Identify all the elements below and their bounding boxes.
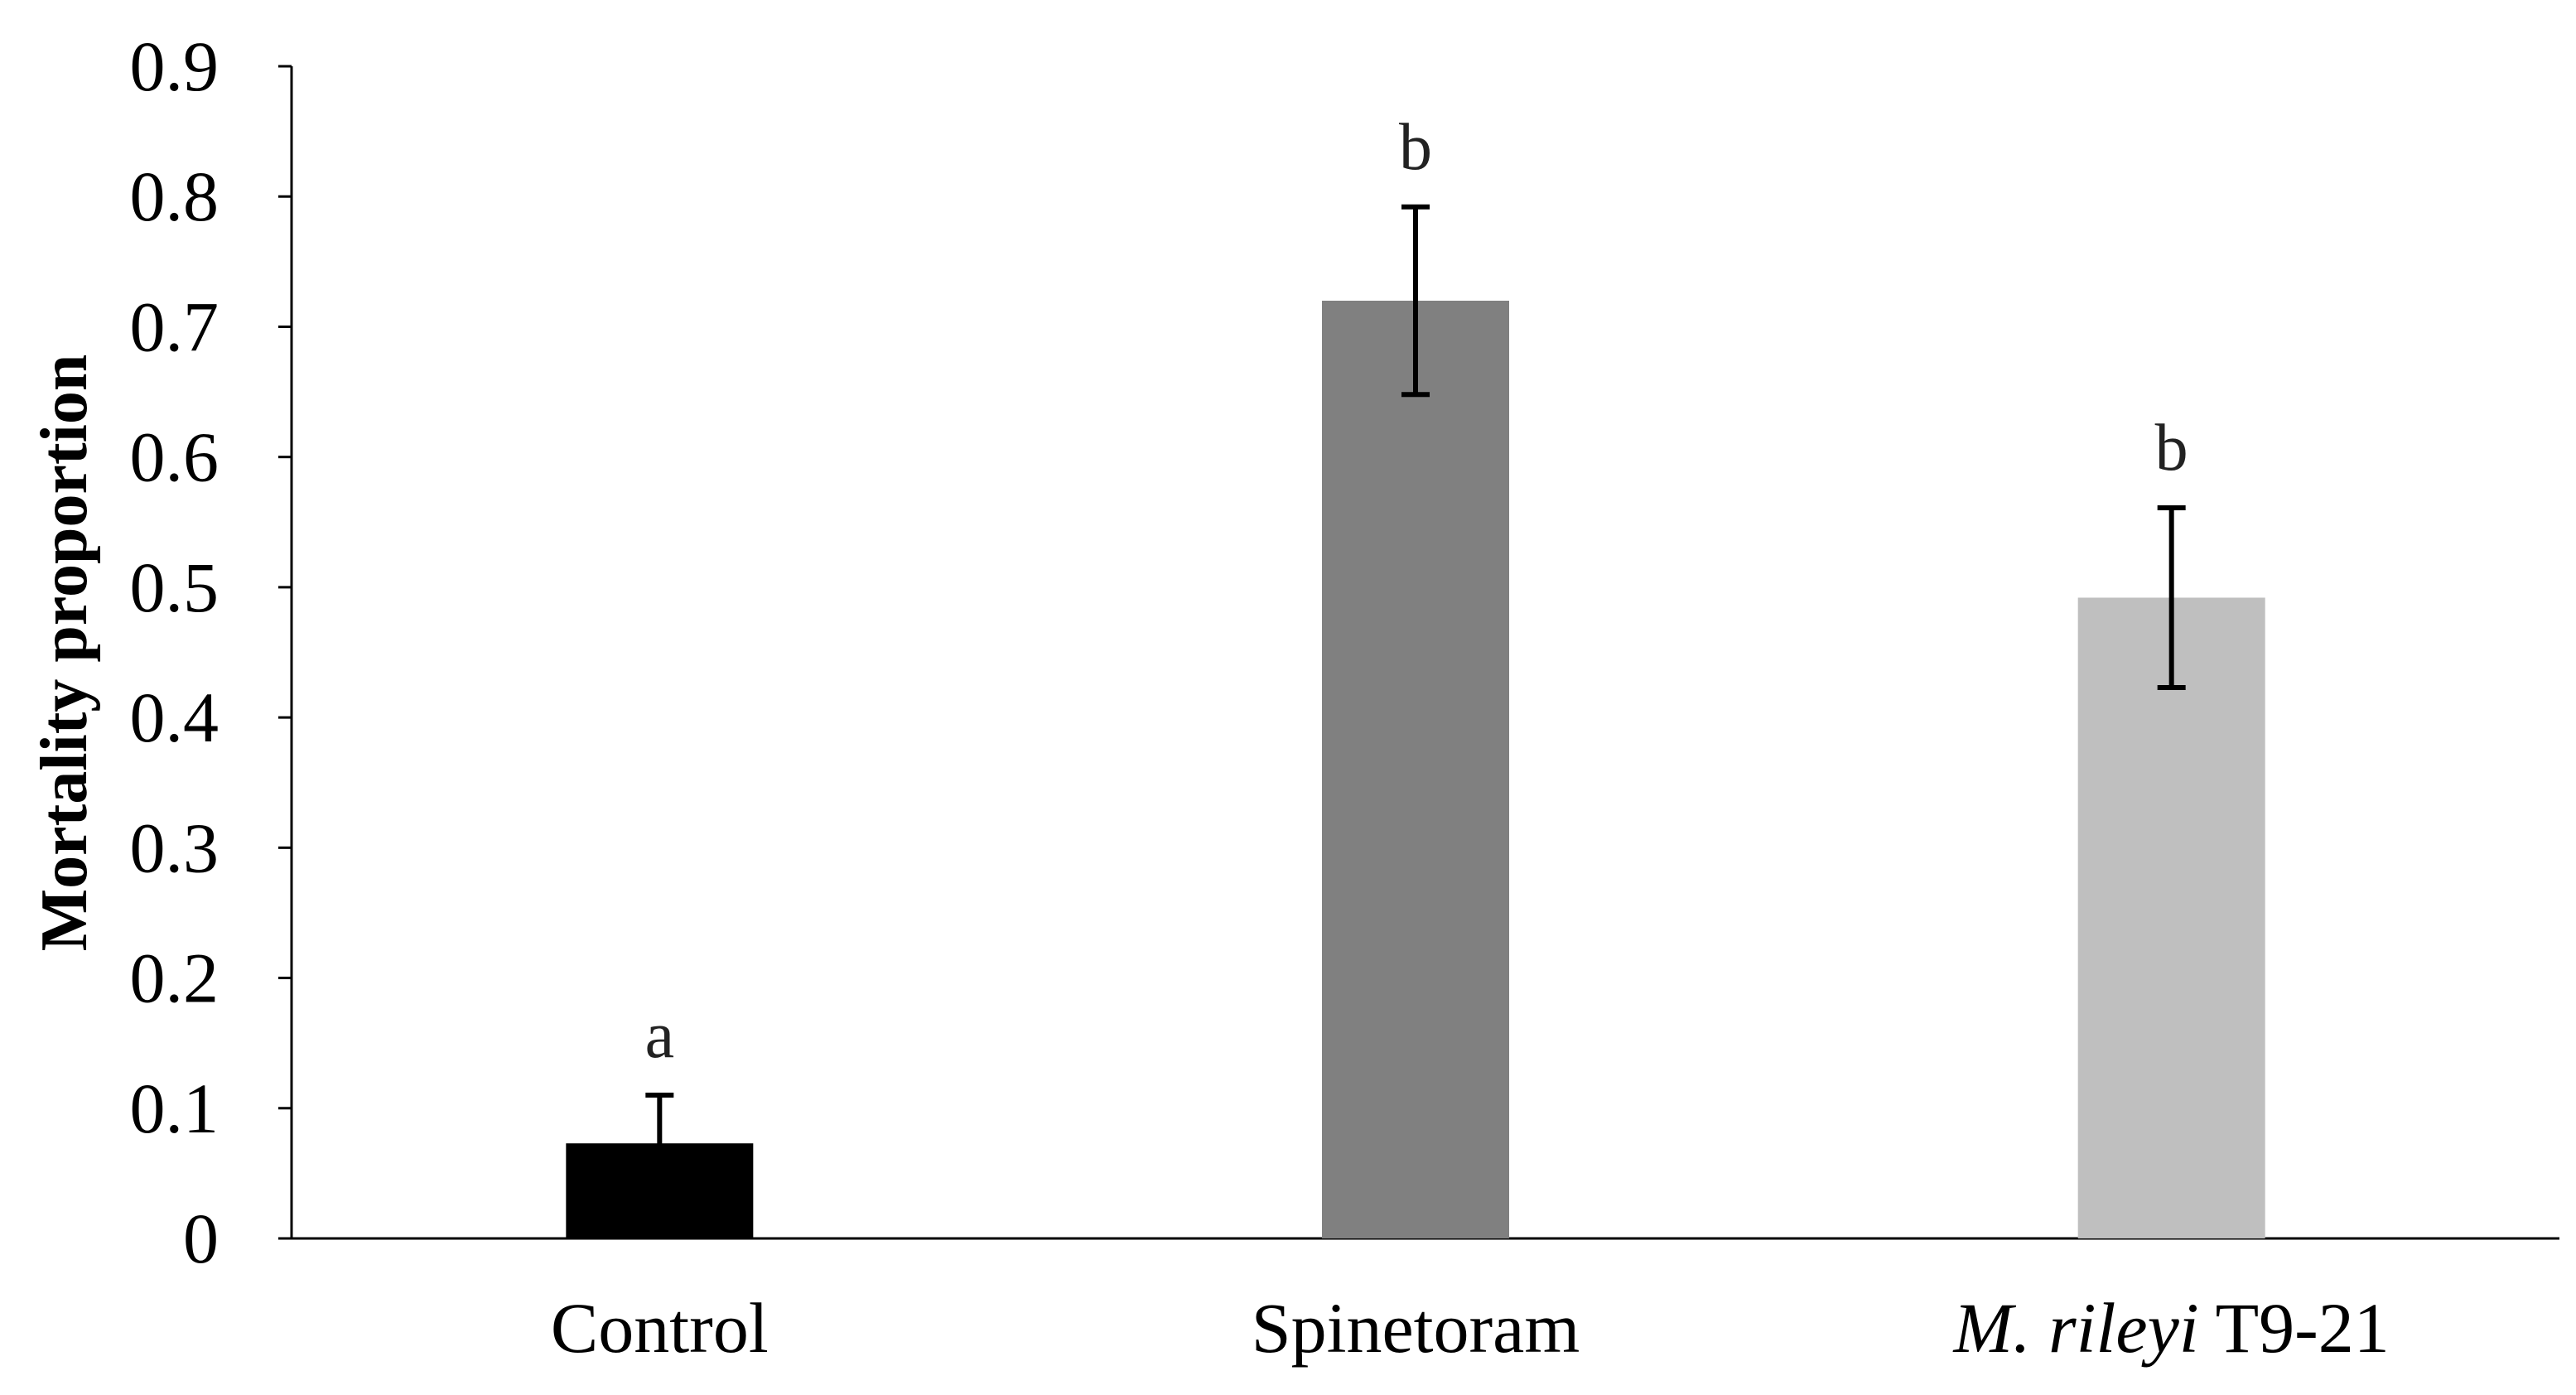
x-tick-label: Control [551, 1288, 769, 1368]
y-tick-label: 0.7 [130, 287, 219, 366]
y-tick-label: 0.3 [130, 808, 219, 887]
significance-label: b [1399, 111, 1432, 184]
x-tick-label: M. rileyi T9-21 [1952, 1288, 2390, 1368]
y-tick-label: 0.4 [130, 678, 219, 757]
bar [1322, 301, 1509, 1238]
x-tick-label-text: Spinetoram [1252, 1288, 1580, 1368]
y-tick-label: 0.8 [130, 157, 219, 236]
y-tick-label: 0.5 [130, 548, 219, 627]
y-tick-label: 0.6 [130, 418, 219, 497]
y-axis-label: Mortality proportion [28, 355, 101, 952]
bar [2077, 597, 2265, 1238]
x-tick-label-text: Control [551, 1288, 769, 1368]
y-axis: 0 0.1 0.2 0.3 0.4 0.5 0.6 0.7 0.8 0.9 [130, 27, 293, 1278]
y-tick-label: 0.9 [130, 27, 219, 106]
x-tick-label-italic: M. rileyi [1952, 1288, 2199, 1368]
y-tick-label: 0.2 [130, 939, 219, 1018]
y-tick-label: 0 [183, 1199, 219, 1278]
significance-label: b [2155, 412, 2188, 485]
x-tick-label-text: T9-21 [2199, 1288, 2390, 1368]
significance-label: a [645, 999, 675, 1072]
bars: a Control b Spinetoram b M. rileyi T9-21 [551, 111, 2390, 1368]
y-tick-label: 0.1 [130, 1069, 219, 1148]
x-tick-label: Spinetoram [1252, 1288, 1580, 1368]
